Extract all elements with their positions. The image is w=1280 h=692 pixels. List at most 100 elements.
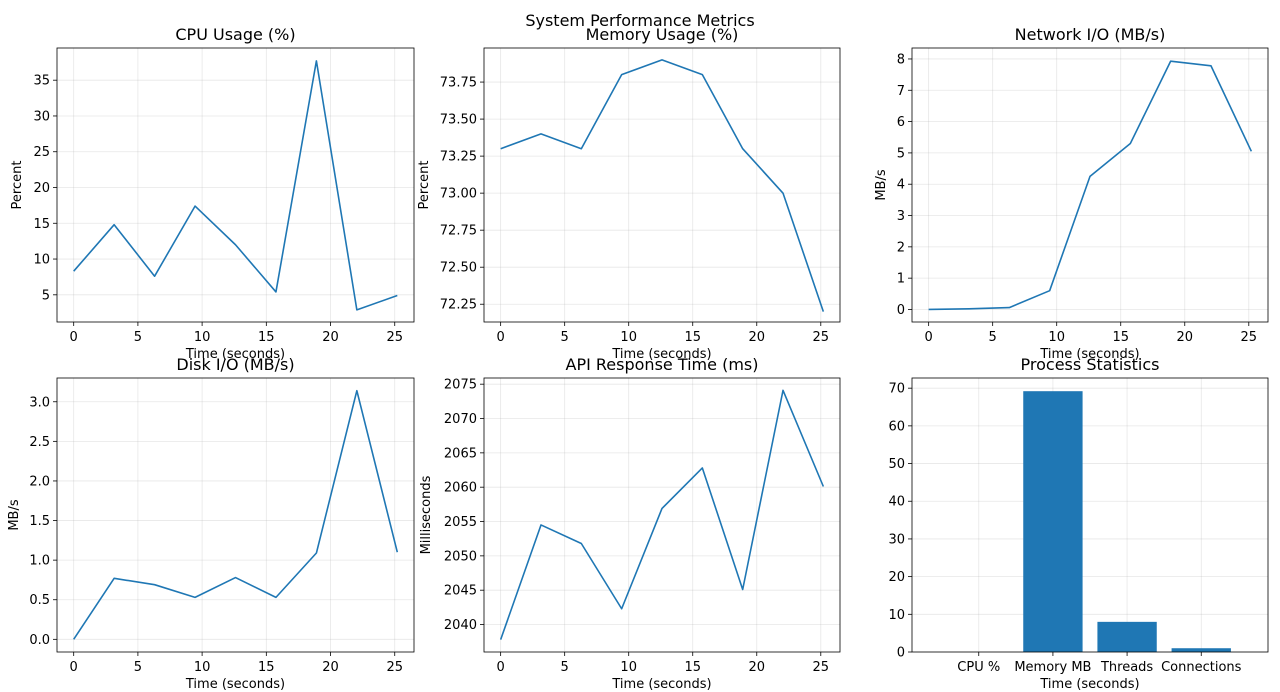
figure-title: System Performance Metrics	[525, 11, 755, 30]
y-tick-label: 20	[33, 181, 50, 196]
bar-memory-mb	[1023, 391, 1083, 652]
y-tick-label: 10	[33, 253, 50, 268]
x-tick-label: 15	[1112, 330, 1129, 345]
y-tick-label: 2065	[444, 446, 477, 461]
y-tick-label: 10	[888, 608, 905, 623]
y-tick-label: 25	[33, 145, 50, 160]
y-tick-label: 30	[33, 109, 50, 124]
y-tick-label: 1	[897, 272, 905, 287]
series-line	[73, 389, 399, 640]
x-tick-label: 25	[1241, 330, 1258, 345]
x-tick-label: 20	[748, 330, 765, 345]
y-tick-label: 0.5	[29, 593, 50, 608]
x-tick-label: 25	[386, 660, 403, 675]
y-axis-label: MB/s	[7, 499, 22, 531]
x-axis-label: Time (seconds)	[185, 677, 285, 692]
x-axis-label: Time (seconds)	[1039, 677, 1139, 692]
y-tick-label: 2060	[444, 481, 477, 496]
axes-frame	[483, 377, 841, 653]
y-axis-label: Milliseconds	[419, 475, 434, 554]
y-tick-label: 1.0	[29, 554, 50, 569]
x-tick-label: 20	[322, 660, 339, 675]
x-tick-label: 20	[322, 330, 339, 345]
y-tick-label: 0	[897, 646, 905, 661]
x-tick-label: 10	[194, 330, 211, 345]
y-tick-label: 72.75	[440, 224, 477, 239]
y-tick-label: 73.00	[440, 187, 477, 202]
chart-panel-2: 0 5 10 15 20 25 72.25 72.50 72.75 73.00 73.25 73.50…	[417, 25, 841, 362]
x-tick-label: 0	[497, 330, 505, 345]
x-tick-label: 10	[620, 330, 637, 345]
x-tick-label: CPU %	[957, 660, 1000, 675]
series-line	[73, 60, 398, 311]
x-tick-label: 25	[813, 660, 830, 675]
x-axis-label: Time (seconds)	[185, 347, 285, 362]
axes-frame	[56, 377, 415, 653]
x-tick-label: 0	[70, 330, 78, 345]
bar-threads	[1097, 621, 1157, 652]
x-tick-label: Memory MB	[1014, 660, 1091, 675]
y-tick-label: 40	[888, 495, 905, 510]
x-tick-label: 15	[684, 660, 701, 675]
axes-frame	[911, 377, 1269, 653]
x-tick-label: 20	[1176, 330, 1193, 345]
series-line	[499, 389, 825, 640]
chart-title: API Response Time (ms)	[566, 355, 759, 374]
y-tick-label: 2040	[444, 618, 477, 633]
y-tick-label: 2055	[444, 515, 477, 530]
y-tick-label: 73.75	[440, 76, 477, 91]
x-axis-label: Time (seconds)	[1039, 347, 1139, 362]
x-tick-label: Connections	[1161, 660, 1242, 675]
axes-frame	[483, 47, 841, 323]
series-line	[500, 59, 825, 312]
x-tick-label: 10	[1048, 330, 1065, 345]
y-axis-label: MB/s	[874, 169, 889, 201]
y-tick-label: 8	[897, 52, 905, 67]
bar-connections	[1171, 648, 1231, 652]
y-tick-label: 30	[888, 532, 905, 547]
chart-panel-5: 0 5 10 15 20 25 2040 2045 2050 2055 2060 2065 2070 20…	[419, 355, 841, 692]
x-tick-label: 0	[70, 660, 78, 675]
y-tick-label: 3	[897, 209, 905, 224]
y-tick-label: 6	[897, 115, 905, 130]
y-tick-label: 0.0	[29, 633, 50, 648]
y-tick-label: 0	[897, 303, 905, 318]
y-tick-label: 2075	[444, 378, 477, 393]
x-tick-label: 15	[684, 330, 701, 345]
x-tick-label: 15	[258, 330, 275, 345]
x-tick-label: 0	[925, 330, 933, 345]
x-tick-label: Threads	[1100, 660, 1153, 675]
chart-panel-1: 0 5 10 15 20 25 5 10 15 20 25 30 35 CPU Usage (%) Time…	[10, 25, 415, 362]
y-tick-label: 35	[33, 74, 50, 89]
y-tick-label: 5	[897, 146, 905, 161]
x-tick-label: 5	[561, 330, 569, 345]
y-tick-label: 72.25	[440, 298, 477, 313]
y-tick-label: 7	[897, 84, 905, 99]
chart-panel-6: CPU % Memory MB Threads Connections 0 10 20 30 4…	[888, 355, 1269, 692]
y-tick-label: 2.0	[29, 474, 50, 489]
chart-title: Network I/O (MB/s)	[1015, 25, 1166, 44]
y-tick-label: 73.25	[440, 150, 477, 165]
chart-title: Memory Usage (%)	[586, 25, 739, 44]
y-tick-label: 20	[888, 570, 905, 585]
y-tick-label: 2	[897, 240, 905, 255]
y-tick-label: 72.50	[440, 261, 477, 276]
chart-title: Disk I/O (MB/s)	[176, 355, 294, 374]
y-tick-label: 2050	[444, 549, 477, 564]
y-tick-label: 1.5	[29, 514, 50, 529]
x-axis-label: Time (seconds)	[611, 677, 711, 692]
y-axis-label: Percent	[10, 161, 25, 210]
y-tick-label: 70	[888, 382, 905, 397]
x-tick-label: 0	[497, 660, 505, 675]
series-line	[928, 60, 1253, 311]
y-tick-label: 2.5	[29, 435, 50, 450]
y-tick-label: 60	[888, 419, 905, 434]
x-tick-label: 10	[620, 660, 637, 675]
axes-frame	[911, 47, 1269, 323]
y-tick-label: 4	[897, 178, 905, 193]
y-tick-label: 2045	[444, 584, 477, 599]
y-tick-label: 2070	[444, 412, 477, 427]
x-tick-label: 20	[748, 660, 765, 675]
y-tick-label: 3.0	[29, 395, 50, 410]
